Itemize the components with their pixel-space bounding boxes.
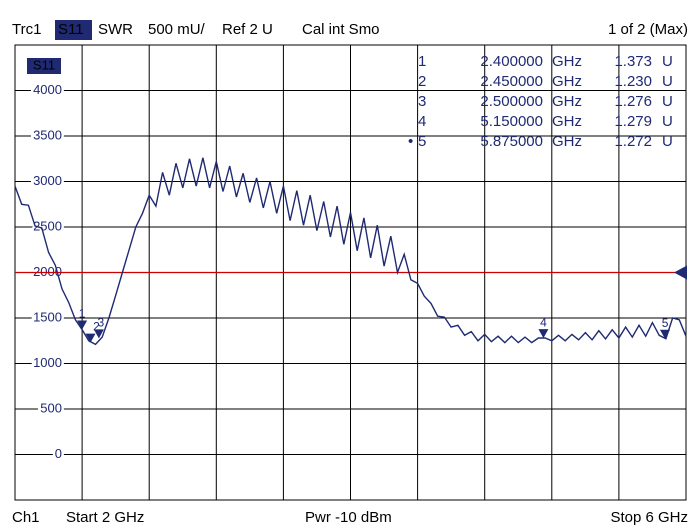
table-value: 1.272 bbox=[614, 133, 652, 150]
table-value: 1.279 bbox=[614, 113, 652, 130]
table-frequency: 5.150000 bbox=[480, 113, 543, 130]
trace bbox=[14, 157, 687, 346]
table-value-unit: U bbox=[662, 113, 673, 130]
trace-label-box bbox=[27, 58, 61, 74]
marker-triangle bbox=[538, 329, 549, 339]
y-tick-label: 1500 bbox=[33, 309, 62, 324]
y-tick-label: 3500 bbox=[33, 127, 62, 142]
y-tick-label: 2500 bbox=[33, 218, 62, 233]
table-frequency-unit: GHz bbox=[552, 113, 582, 130]
footer-item: Pwr -10 dBm bbox=[305, 509, 392, 526]
y-tick-label: 4000 bbox=[33, 82, 62, 97]
table-value-unit: U bbox=[662, 133, 673, 150]
marker-number: 5 bbox=[662, 316, 669, 330]
header-item: Trc1 bbox=[12, 21, 41, 38]
table-marker-number: 3 bbox=[418, 93, 426, 110]
marker-triangle bbox=[660, 329, 671, 339]
marker-triangle bbox=[77, 320, 88, 330]
header-item: 500 mU/ bbox=[148, 21, 206, 38]
marker-number: 4 bbox=[540, 315, 547, 329]
ref-marker bbox=[674, 265, 687, 280]
marker-triangle bbox=[93, 329, 104, 339]
table-frequency-unit: GHz bbox=[552, 93, 582, 110]
footer-item: Ch1 bbox=[12, 509, 40, 526]
active-marker-dot: • bbox=[408, 133, 413, 150]
table-value: 1.373 bbox=[614, 53, 652, 70]
y-tick-label: 500 bbox=[40, 400, 62, 415]
y-tick-label: 1000 bbox=[33, 355, 62, 370]
marker-number: 3 bbox=[98, 316, 105, 330]
table-frequency: 2.500000 bbox=[480, 93, 543, 110]
trace-label: S11 bbox=[33, 57, 55, 72]
header-right: 1 of 2 (Max) bbox=[608, 21, 688, 38]
marker-number: 1 bbox=[79, 307, 86, 321]
footer-item: Start 2 GHz bbox=[66, 509, 144, 526]
table-frequency: 2.450000 bbox=[480, 73, 543, 90]
header-item: S11 bbox=[58, 21, 84, 38]
table-frequency: 5.875000 bbox=[480, 133, 543, 150]
table-marker-number: 4 bbox=[418, 113, 426, 130]
marker-number: 2 bbox=[93, 320, 100, 334]
table-frequency: 2.400000 bbox=[480, 53, 543, 70]
table-frequency-unit: GHz bbox=[552, 73, 582, 90]
header-item: Cal int Smo bbox=[302, 21, 380, 38]
y-tick-label: 0 bbox=[55, 446, 62, 461]
header-item: Ref 2 U bbox=[222, 21, 273, 38]
footer-item: Stop 6 GHz bbox=[610, 509, 688, 526]
table-value-unit: U bbox=[662, 93, 673, 110]
table-frequency-unit: GHz bbox=[552, 53, 582, 70]
table-value-unit: U bbox=[662, 53, 673, 70]
marker-triangle bbox=[85, 333, 96, 343]
y-tick-label: 3000 bbox=[33, 173, 62, 188]
trace-param-box bbox=[55, 20, 92, 40]
table-value-unit: U bbox=[662, 73, 673, 90]
table-marker-number: 1 bbox=[418, 53, 426, 70]
table-marker-number: 5 bbox=[418, 133, 426, 150]
table-value: 1.276 bbox=[614, 93, 652, 110]
header-item: SWR bbox=[98, 21, 133, 38]
table-frequency-unit: GHz bbox=[552, 133, 582, 150]
table-marker-number: 2 bbox=[418, 73, 426, 90]
table-value: 1.230 bbox=[614, 73, 652, 90]
